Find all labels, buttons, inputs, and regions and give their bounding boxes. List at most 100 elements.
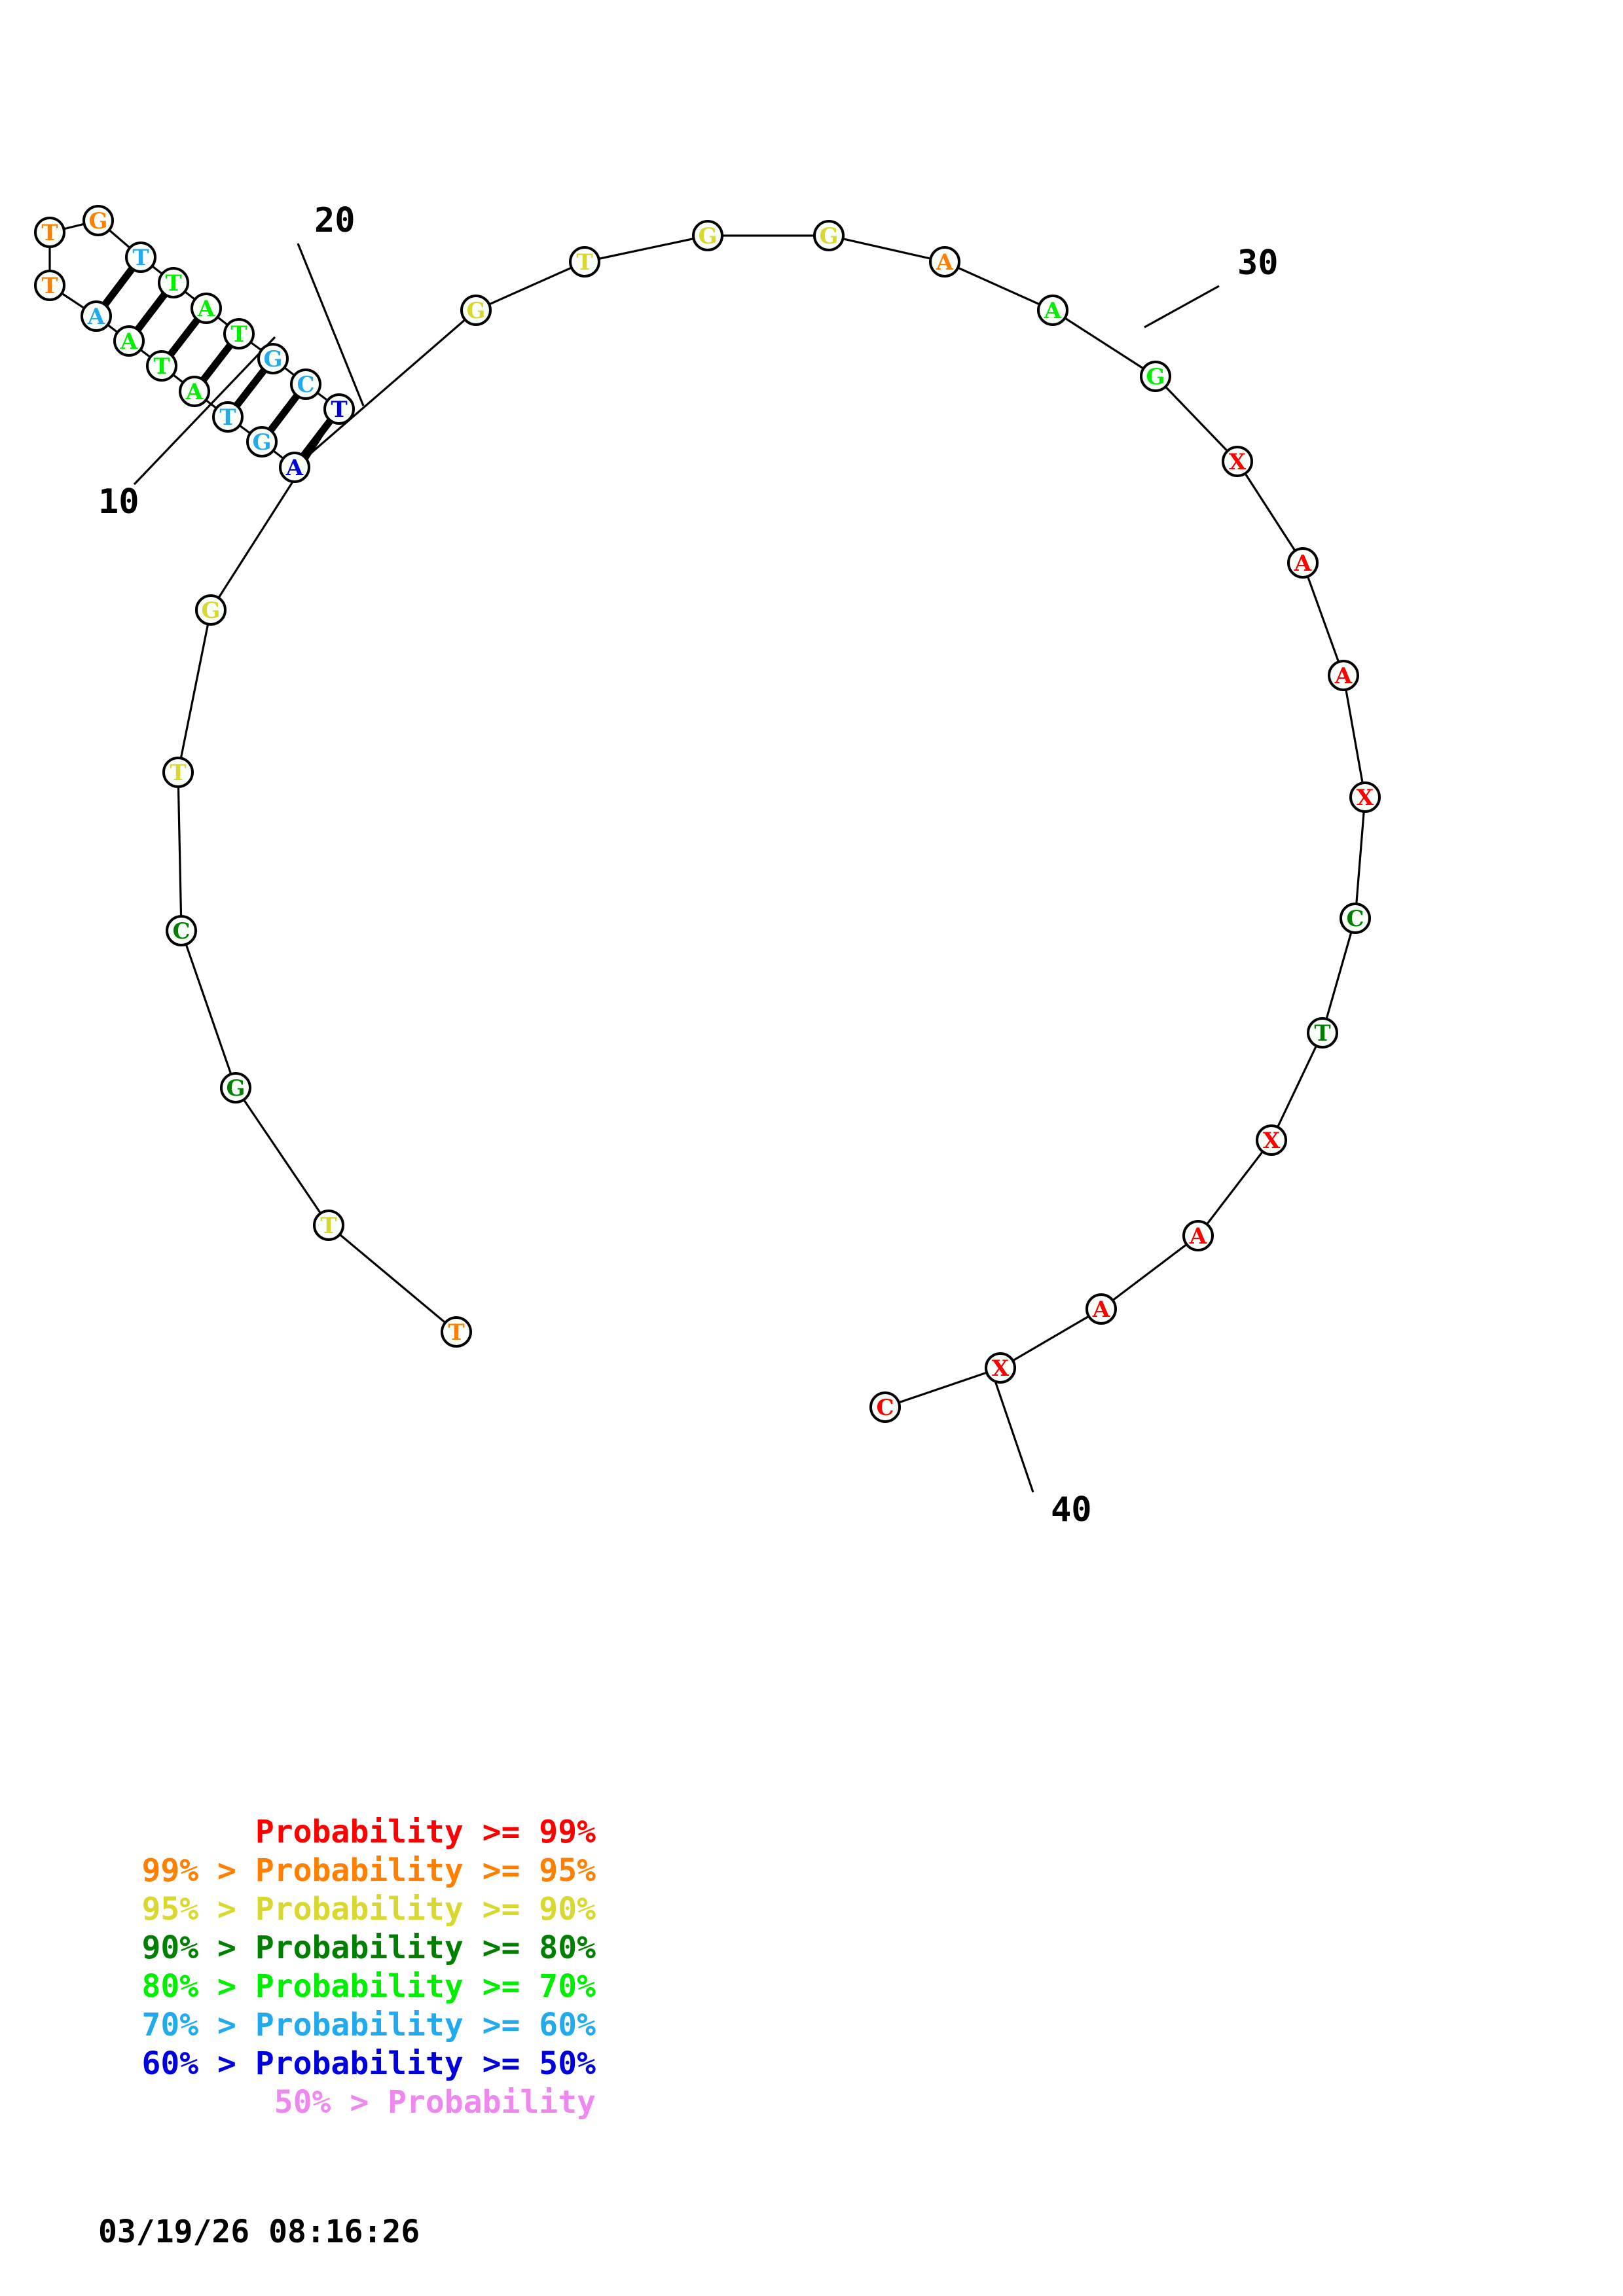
position-label: 30: [1237, 243, 1279, 283]
nucleotide-circle: [569, 246, 600, 278]
nucleotide-letter: T: [331, 397, 347, 423]
nucleotide-circle: [195, 594, 227, 626]
nucleotide-letter: G: [466, 298, 485, 324]
nucleotide-node[interactable]: T: [158, 267, 189, 298]
nucleotide-letter: T: [41, 273, 58, 299]
nucleotide-letter: G: [698, 223, 717, 249]
nucleotide-letter: A: [285, 455, 304, 481]
nucleotide-node[interactable]: A: [279, 452, 310, 483]
nucleotide-circle: [162, 757, 194, 788]
nucleotide-node[interactable]: G: [195, 594, 227, 626]
nucleotide-circle: [34, 270, 65, 301]
nucleotide-letter: G: [1146, 364, 1165, 390]
backbone-link: [828, 234, 946, 263]
legend-row: 80% > Probability >= 70%: [141, 1968, 596, 2005]
nucleotide-node[interactable]: G: [813, 220, 845, 251]
nucleotide-node[interactable]: G: [257, 343, 289, 374]
nucleotide-node[interactable]: T: [323, 393, 355, 425]
nucleotide-node[interactable]: G: [1140, 361, 1171, 392]
nucleotide-node[interactable]: G: [246, 426, 278, 457]
nucleotide-node[interactable]: X: [1256, 1124, 1287, 1156]
nucleotide-letter: A: [120, 329, 138, 355]
nucleotide-node[interactable]: A: [1037, 295, 1068, 326]
nucleotide-node[interactable]: T: [1307, 1017, 1338, 1049]
nucleotide-circle: [869, 1391, 901, 1423]
nucleotide-node[interactable]: C: [869, 1391, 901, 1423]
nucleotide-circle: [929, 246, 960, 278]
legend-row: 50% > Probability: [274, 2084, 596, 2121]
nucleotide-circle: [125, 242, 156, 273]
nucleotide-letter: C: [172, 918, 190, 944]
nucleotide-node[interactable]: G: [82, 205, 114, 236]
nucleotide-circle: [323, 393, 355, 425]
backbone-link: [293, 309, 477, 469]
nucleotide-node[interactable]: C: [290, 368, 321, 400]
base-pair-layer: [93, 255, 342, 470]
nucleotide-node[interactable]: T: [569, 246, 600, 278]
nucleotide-node[interactable]: G: [692, 220, 723, 251]
backbone-link: [1154, 375, 1239, 463]
backbone-link: [1302, 562, 1345, 677]
backbone-link: [1197, 1139, 1273, 1237]
nucleotide-circle: [460, 295, 492, 326]
backbone-link: [1270, 1031, 1324, 1141]
nucleotide-letter: T: [320, 1213, 337, 1239]
nucleotide-node[interactable]: X: [985, 1352, 1016, 1384]
nucleotide-circle: [257, 343, 289, 374]
backbone-link: [999, 1308, 1103, 1369]
nucleotide-node[interactable]: T: [34, 270, 65, 301]
nucleotide-letter: T: [165, 270, 181, 296]
nucleotide-node[interactable]: A: [1328, 660, 1359, 691]
nucleotide-circle: [441, 1316, 472, 1348]
nucleotide-letter: T: [230, 321, 247, 348]
nucleotide-node[interactable]: T: [441, 1316, 472, 1348]
backbone-link: [1354, 796, 1366, 920]
nucleotide-circle: [1140, 361, 1171, 392]
nucleotide-node[interactable]: T: [162, 757, 194, 788]
nucleotide-node[interactable]: A: [1182, 1220, 1214, 1251]
nucleotide-node[interactable]: T: [125, 242, 156, 273]
nucleotide-node[interactable]: T: [313, 1210, 344, 1241]
nucleotide-node[interactable]: A: [81, 300, 112, 332]
nucleotide-letter: X: [1263, 1128, 1281, 1154]
backbone-link: [475, 260, 586, 312]
nucleotide-letter: G: [88, 208, 107, 234]
nucleotide-circle: [1182, 1220, 1214, 1251]
nucleotide-node[interactable]: T: [223, 318, 255, 350]
nucleotide-letter: A: [197, 296, 215, 322]
nucleotide-node[interactable]: X: [1349, 781, 1381, 813]
nucleotide-node[interactable]: A: [1085, 1293, 1117, 1325]
backbone-link: [1051, 309, 1157, 378]
nucleotide-node[interactable]: G: [460, 295, 492, 326]
backbone-link: [583, 234, 709, 263]
nucleotide-node[interactable]: T: [146, 350, 177, 382]
backbone-link: [1100, 1234, 1199, 1310]
nucleotide-circle: [246, 426, 278, 457]
nucleotide-node[interactable]: A: [929, 246, 960, 278]
legend-row: 99% > Probability >= 95%: [141, 1852, 596, 1889]
legend-row: 60% > Probability >= 50%: [141, 2045, 596, 2082]
nucleotide-node[interactable]: A: [179, 376, 210, 407]
nucleotide-letter: G: [201, 598, 220, 624]
nucleotide-circle: [1085, 1293, 1117, 1325]
nucleotide-node[interactable]: A: [1287, 547, 1319, 579]
nucleotide-node[interactable]: T: [34, 217, 65, 248]
nucleotide-letter: A: [936, 249, 954, 276]
nucleotide-circle: [146, 350, 177, 382]
backbone-link: [180, 929, 237, 1089]
nucleotide-node[interactable]: X: [1222, 446, 1253, 477]
nucleotide-node[interactable]: A: [113, 325, 145, 357]
nucleotide-node[interactable]: C: [1340, 903, 1371, 934]
nucleotide-circle: [34, 217, 65, 248]
nucleotide-node[interactable]: G: [220, 1072, 251, 1103]
nucleotide-node[interactable]: T: [212, 401, 244, 433]
nucleotide-node[interactable]: A: [191, 293, 222, 324]
position-label: 10: [98, 482, 139, 522]
nucleotide-node[interactable]: C: [166, 915, 197, 946]
nucleotide-letter: T: [576, 249, 593, 276]
backbone-link: [1342, 674, 1366, 798]
nucleotide-circle: [223, 318, 255, 350]
backbone-link: [943, 260, 1054, 312]
